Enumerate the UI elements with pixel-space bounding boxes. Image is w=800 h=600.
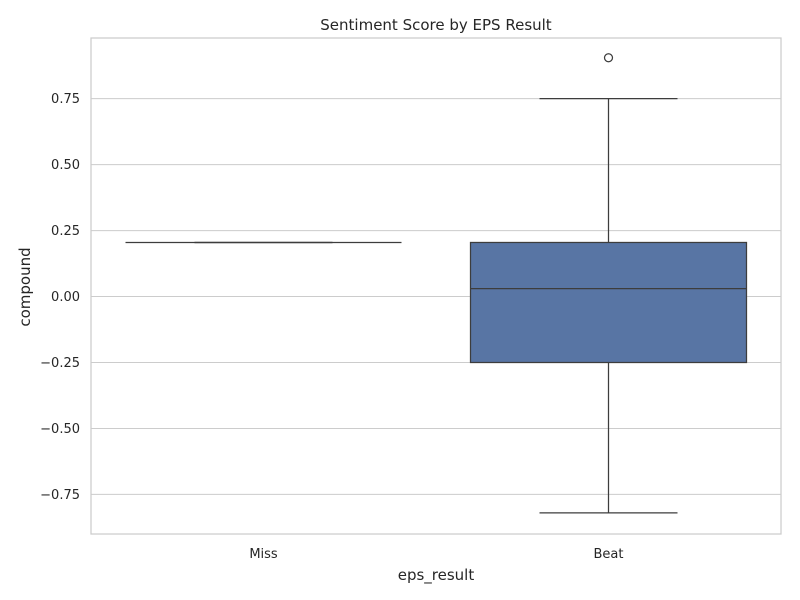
x-tick-label: Beat [594, 547, 624, 562]
plot-frame [90, 37, 782, 535]
chart-title: Sentiment Score by EPS Result [320, 16, 552, 34]
outlier-point [603, 53, 614, 63]
x-axis-label: eps_result [398, 566, 475, 585]
y-tick-label: 0.00 [51, 290, 80, 305]
y-tick-label: −0.50 [40, 422, 80, 437]
y-tick-label: −0.75 [40, 488, 80, 503]
x-tick-label: Miss [249, 547, 278, 562]
y-axis-label: compound [16, 247, 34, 326]
y-tick-label: 0.75 [51, 92, 80, 107]
y-tick-label: 0.25 [51, 224, 80, 239]
y-tick-label: −0.25 [40, 356, 80, 371]
box-beat [469, 241, 748, 364]
y-tick-label: 0.50 [51, 158, 80, 173]
